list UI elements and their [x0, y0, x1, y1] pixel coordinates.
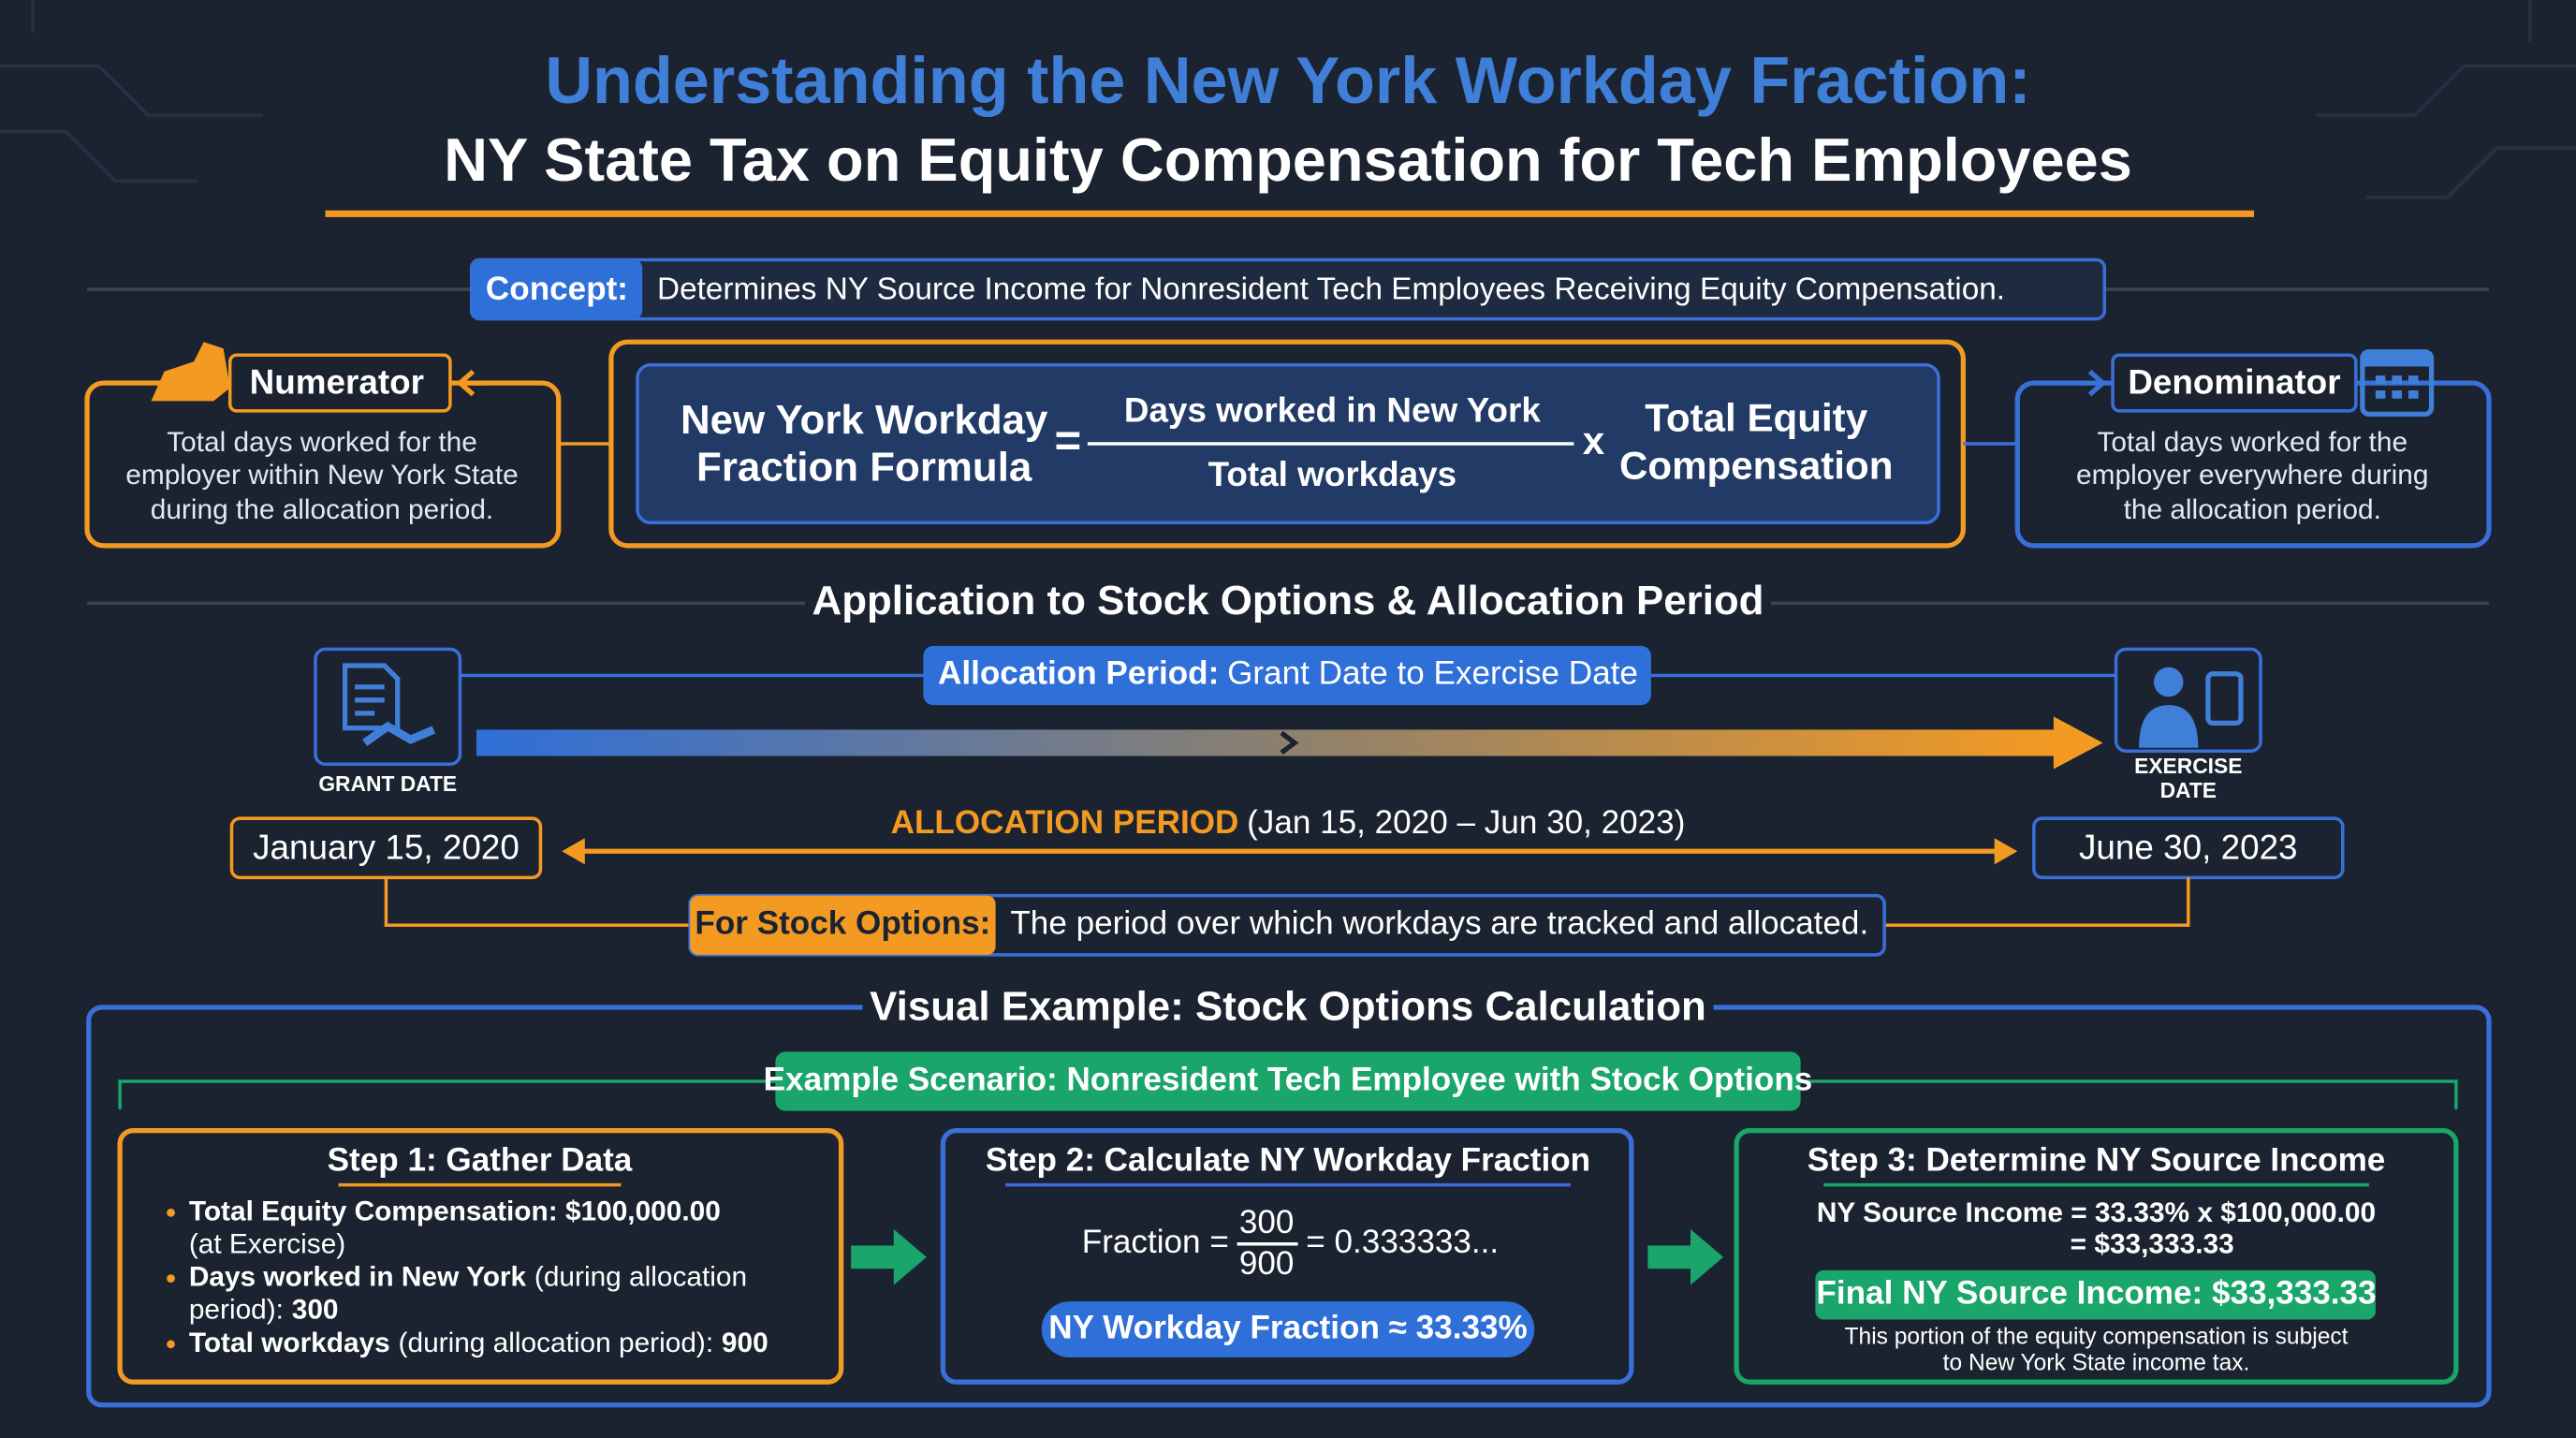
period-range: (Jan 15, 2020 – Jun 30, 2023) — [1247, 804, 1685, 841]
fraction-numerator: 300 — [1239, 1204, 1295, 1240]
step-title: Step 1: Gather Data — [328, 1141, 633, 1178]
equals-sign: = — [1054, 416, 1081, 466]
numerator-title-box — [227, 353, 452, 413]
allocation-label: Allocation Period: — [938, 655, 1219, 692]
options-label: For Stock Options: — [695, 905, 990, 942]
note: to New York State income tax. — [1943, 1350, 2250, 1375]
circuit-decoration — [0, 0, 2576, 199]
exercise-label: EXERCISE — [2134, 754, 2242, 778]
bullet-segment: Total workdays — [189, 1328, 390, 1358]
step-1-box — [117, 1128, 844, 1385]
numerator-text: employer within New York State — [125, 460, 518, 491]
heading-gap — [862, 982, 1714, 1033]
step-arrow — [1647, 1228, 1724, 1285]
exercise-icon-box — [2114, 647, 2262, 753]
bullet-segment: (at Exercise) — [189, 1228, 345, 1259]
denominator-title-box — [2111, 353, 2358, 413]
exercise-label: DATE — [2160, 778, 2217, 802]
bullet-segment: 300 — [292, 1295, 339, 1326]
denominator-text: the allocation period. — [2124, 494, 2381, 525]
connector — [384, 877, 2190, 928]
grant-label: GRANT DATE — [318, 771, 457, 796]
arrow — [2079, 369, 2107, 397]
arrow — [456, 369, 487, 397]
formula-numerator: Days worked in New York — [1124, 390, 1542, 429]
period-label: ALLOCATION PERIOD — [891, 804, 1239, 841]
exercise-date: June 30, 2023 — [2079, 828, 2298, 866]
step-title: Step 3: Determine NY Source Income — [1808, 1141, 2386, 1178]
note: This portion of the equity compensation … — [1845, 1324, 2349, 1349]
bullet-line: Total Equity Compensation: $100,000.00 — [189, 1196, 721, 1226]
scenario-pill — [775, 1051, 1801, 1111]
formula-name: New York Workday — [681, 397, 1048, 443]
fraction-lhs: Fraction = — [1082, 1224, 1229, 1260]
bullet-line: period): 300 — [189, 1295, 339, 1326]
scenario: Example Scenario: Nonresident Tech Emplo… — [764, 1061, 1813, 1097]
concept-text: Determines NY Source Income for Nonresid… — [657, 272, 2005, 307]
formula-name: Fraction Formula — [696, 445, 1032, 491]
options-label-box — [690, 895, 996, 955]
numerator-text: Total days worked for the — [167, 427, 477, 458]
title-line-1: Understanding the New York Workday Fract… — [545, 43, 2030, 117]
allocation-pill — [923, 645, 1651, 706]
chevron — [1280, 730, 1299, 756]
step-arrow — [851, 1228, 927, 1285]
person-icon — [2139, 667, 2244, 748]
final-income: Final NY Source Income: $33,333.33 — [1816, 1274, 2376, 1311]
bullet-segment: (during allocation period): — [399, 1328, 714, 1358]
step-3-box — [1734, 1128, 2459, 1385]
numerator-text: during the allocation period. — [151, 494, 493, 525]
formula-denominator: Total workdays — [1208, 455, 1456, 493]
times-sign: x — [1583, 418, 1605, 462]
income-result: = $33,333.33 — [2071, 1228, 2234, 1259]
title-line-2: NY State Tax on Equity Compensation for … — [444, 125, 2132, 194]
final-pill — [1815, 1269, 2376, 1320]
numerator-title: Numerator — [250, 363, 424, 402]
bullet-segment: period): — [189, 1295, 284, 1326]
bullet-dot — [167, 1274, 175, 1283]
bullet-segment: Days worked in New York — [189, 1261, 527, 1292]
fraction-result: = 0.333333... — [1306, 1224, 1499, 1260]
fraction-pill — [1041, 1301, 1535, 1357]
concept-label: Concept: — [486, 271, 628, 307]
contract-icon — [342, 663, 436, 747]
ny-state-icon — [151, 342, 230, 402]
concept-label-box — [471, 259, 643, 319]
bullet-segment: Total Equity Compensation: $100,000.00 — [189, 1196, 721, 1226]
step-2-box — [940, 1128, 1634, 1385]
formula-factor: Total Equity — [1645, 396, 1867, 440]
grant-date: January 15, 2020 — [253, 828, 520, 866]
bullet-dot — [167, 1209, 175, 1217]
bullet-line: Days worked in New York (during allocatio… — [189, 1261, 747, 1292]
grant-icon-box — [314, 647, 462, 767]
allocation-text: Grant Date to Exercise Date — [1227, 655, 1638, 692]
formula-factor: Compensation — [1619, 443, 1893, 487]
example-heading: Visual Example: Stock Options Calculatio… — [870, 983, 1706, 1029]
allocation-pill-text: Allocation Period: Grant Date to Exercise… — [938, 655, 1638, 692]
bullet-dot — [167, 1340, 175, 1349]
timeline-arrowhead — [2053, 716, 2103, 770]
step-title: Step 2: Calculate NY Workday Fraction — [986, 1141, 1590, 1178]
fraction-denominator: 900 — [1239, 1245, 1295, 1282]
denominator-title: Denominator — [2128, 363, 2340, 402]
bullet-segment: 900 — [722, 1328, 768, 1358]
bullet-line: (at Exercise) — [189, 1228, 345, 1259]
timeline-arrow — [476, 729, 2057, 756]
bullet-segment: (during allocation — [534, 1261, 747, 1292]
income-formula: NY Source Income = 33.33% x $100,000.00 — [1817, 1197, 2376, 1228]
bullet-line: Total workdays (during allocation period)… — [189, 1328, 768, 1358]
denominator-text: Total days worked for the — [2097, 427, 2408, 458]
step-1-bullets: Total Equity Compensation: $100,000.00(a… — [167, 1196, 768, 1358]
options-text: The period over which workdays are track… — [1010, 905, 1868, 942]
allocation-period: ALLOCATION PERIOD (Jan 15, 2020 – Jun 30,… — [891, 804, 1686, 841]
double-arrow — [562, 838, 2018, 865]
section-heading: Application to Stock Options & Allocatio… — [812, 578, 1764, 624]
denominator-text: employer everywhere during — [2076, 460, 2428, 491]
calendar-icon — [2360, 349, 2435, 418]
fraction-pill-text: NY Workday Fraction ≈ 33.33% — [1048, 1309, 1527, 1345]
